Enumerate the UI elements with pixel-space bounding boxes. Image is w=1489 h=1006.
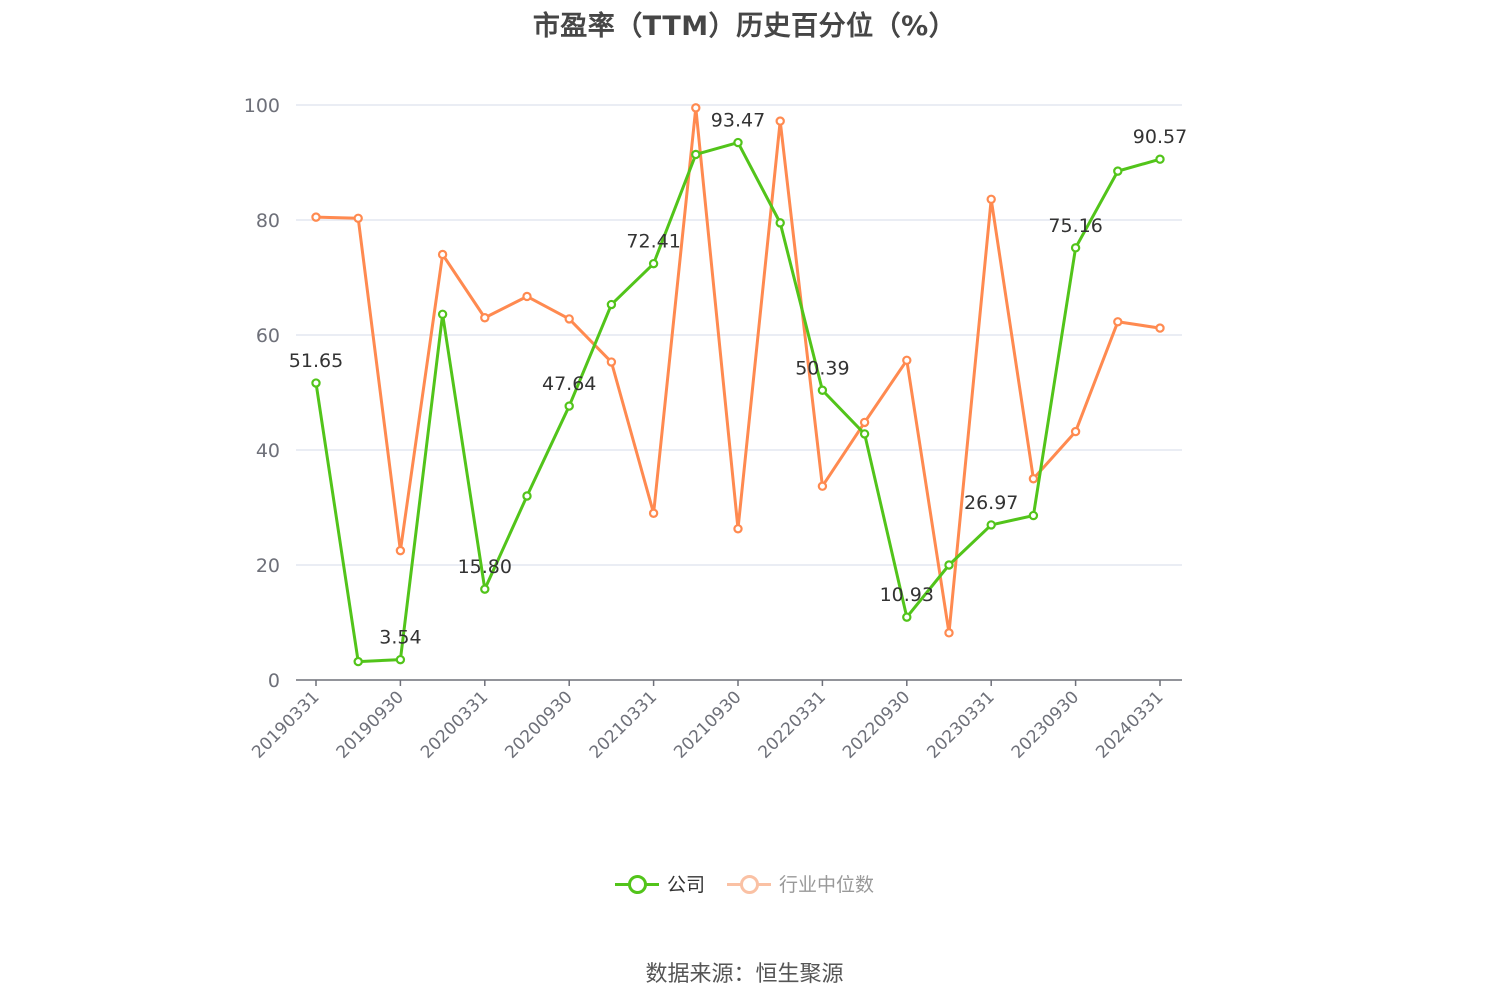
data-label: 10.93 [880, 584, 934, 606]
data-point[interactable] [902, 355, 912, 365]
data-label: 15.80 [458, 556, 512, 578]
legend-label-company: 公司 [666, 874, 705, 896]
data-point[interactable] [1113, 166, 1123, 176]
data-point[interactable] [1070, 426, 1081, 437]
data-point[interactable] [986, 194, 996, 204]
legend-line-circle-icon [727, 874, 771, 894]
data-source: 数据来源：恒生聚源 [645, 962, 844, 987]
data-label: 72.41 [626, 231, 680, 253]
y-tick-label: 80 [256, 210, 280, 232]
data-point[interactable] [817, 385, 828, 395]
data-point[interactable] [353, 656, 363, 667]
data-point[interactable] [522, 291, 532, 302]
series-industry-median[interactable] [311, 103, 1165, 638]
data-point[interactable] [986, 520, 996, 530]
y-grid [296, 104, 1182, 566]
data-point[interactable] [1155, 154, 1165, 164]
data-point[interactable] [311, 212, 321, 222]
data-label: 50.39 [795, 357, 849, 379]
data-point[interactable] [733, 137, 743, 148]
data-point[interactable] [775, 218, 785, 228]
data-point[interactable] [859, 429, 870, 439]
y-tick-label: 60 [256, 325, 280, 347]
data-point[interactable] [1113, 317, 1123, 327]
x-tick-label: 20210331 [586, 687, 661, 762]
data-label: 93.47 [711, 110, 765, 132]
data-point[interactable] [606, 299, 617, 310]
data-labels: 51.65 3.54 15.80 47.64 72.41 93.47 50.39 10.93 2… [289, 110, 1187, 649]
x-tick-label: 20220331 [755, 687, 830, 762]
data-point[interactable] [648, 508, 659, 518]
y-tick-label: 0 [268, 670, 280, 692]
data-point[interactable] [944, 628, 954, 638]
data-label: 75.16 [1048, 215, 1102, 237]
x-tick-label: 20200930 [501, 687, 576, 762]
data-point[interactable] [691, 149, 701, 160]
data-point[interactable] [606, 357, 617, 367]
x-tick-label: 20240331 [1092, 687, 1167, 762]
data-point[interactable] [522, 491, 532, 501]
data-label: 51.65 [289, 350, 343, 372]
data-point[interactable] [480, 584, 490, 594]
legend: 公司 行业中位数 [0, 870, 1489, 897]
legend-label-industry-median: 行业中位数 [779, 874, 875, 896]
y-axis: 0 20 40 60 80 100 [244, 95, 280, 692]
data-point[interactable] [353, 213, 363, 223]
data-point[interactable] [564, 314, 574, 324]
x-tick-label: 20190930 [333, 687, 408, 762]
data-label: 26.97 [964, 492, 1018, 514]
data-point[interactable] [1028, 474, 1039, 484]
x-axis: 20190331 20190930 20200331 20200930 20210331… [248, 679, 1182, 763]
data-point[interactable] [395, 654, 406, 665]
data-point[interactable] [859, 417, 870, 428]
data-point[interactable] [564, 401, 574, 411]
x-tick-label: 20210930 [670, 687, 745, 762]
y-tick-label: 20 [256, 555, 280, 577]
data-point[interactable] [1155, 323, 1165, 333]
legend-item-company[interactable]: 公司 [614, 870, 705, 897]
y-tick-label: 100 [244, 95, 280, 117]
data-label: 47.64 [542, 373, 596, 395]
data-label: 3.54 [379, 627, 421, 649]
data-point[interactable] [1070, 243, 1081, 253]
legend-line-circle-icon [614, 874, 659, 894]
y-tick-label: 40 [256, 440, 280, 462]
series-company[interactable] [311, 137, 1165, 667]
data-point[interactable] [648, 258, 659, 269]
data-point[interactable] [311, 378, 321, 388]
data-point[interactable] [691, 103, 701, 113]
data-point[interactable] [733, 524, 743, 534]
x-tick-label: 20200331 [417, 687, 492, 762]
data-point[interactable] [1028, 510, 1039, 521]
chart-title: 市盈率（TTM）历史百分位（%） [532, 11, 957, 42]
data-point[interactable] [817, 481, 828, 491]
x-tick-label: 20230331 [923, 687, 998, 762]
data-label: 90.57 [1133, 126, 1187, 148]
data-point[interactable] [902, 612, 912, 622]
x-tick-label: 20220930 [839, 687, 914, 762]
legend-item-industry-median[interactable]: 行业中位数 [727, 870, 874, 897]
data-point[interactable] [437, 249, 448, 260]
data-point[interactable] [944, 560, 954, 570]
x-tick-label: 20190331 [248, 687, 323, 762]
data-point[interactable] [775, 116, 785, 126]
data-point[interactable] [395, 545, 406, 556]
x-tick-label: 20230930 [1008, 687, 1083, 762]
data-point[interactable] [437, 309, 448, 319]
data-point[interactable] [480, 313, 490, 323]
